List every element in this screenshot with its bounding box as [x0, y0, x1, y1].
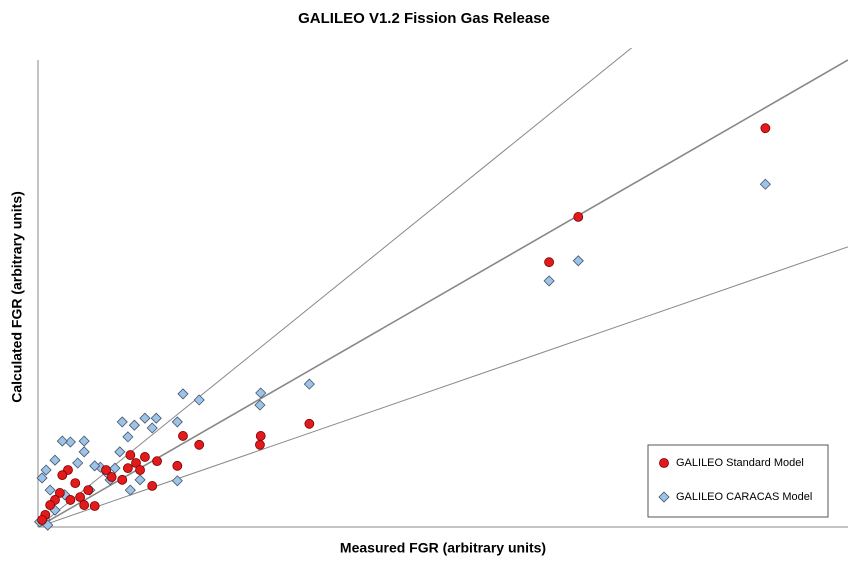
chart-title: GALILEO V1.2 Fission Gas Release — [298, 10, 550, 27]
circle-marker — [89, 501, 100, 511]
diamond-marker — [171, 416, 183, 428]
diamond-marker — [124, 484, 136, 496]
circle-marker — [37, 515, 47, 525]
legend-marker — [659, 458, 669, 468]
circle-marker — [573, 212, 584, 222]
diamond-marker — [193, 394, 205, 406]
circle-marker — [117, 474, 128, 485]
circle-marker — [304, 418, 315, 429]
diamond-marker — [759, 178, 771, 190]
diamond-marker — [254, 399, 266, 411]
diamond-marker — [134, 474, 146, 486]
circle-marker — [83, 485, 94, 496]
diamond-marker — [49, 454, 61, 466]
diamond-marker — [109, 462, 121, 474]
circle-marker — [65, 495, 76, 505]
diamond-marker — [36, 472, 48, 484]
diamond-marker — [303, 378, 315, 390]
circle-marker — [255, 431, 266, 441]
diamond-marker — [78, 435, 90, 447]
diamond-marker — [89, 460, 101, 472]
diamond-marker — [40, 464, 52, 476]
legend-label: GALILEO CARACAS Model — [676, 491, 812, 503]
x-axis-label: Measured FGR (arbitrary units) — [340, 540, 546, 556]
diamond-marker — [255, 387, 267, 399]
diamond-marker — [177, 388, 189, 400]
legend-box — [647, 444, 829, 518]
circle-marker — [75, 492, 86, 503]
circle-marker — [123, 463, 133, 474]
reference-line — [38, 48, 633, 527]
diamond-marker — [78, 446, 90, 458]
diamond-marker — [139, 412, 151, 424]
diamond-marker — [122, 431, 134, 443]
circle-marker — [54, 488, 65, 498]
legend-marker — [658, 491, 670, 503]
circle-marker — [70, 478, 81, 489]
diamond-marker — [114, 446, 126, 458]
circle-marker — [101, 465, 111, 475]
diamond-marker — [128, 419, 140, 431]
circle-marker — [57, 470, 68, 481]
circle-marker — [140, 452, 150, 462]
circle-marker — [45, 500, 56, 510]
circle-marker — [147, 481, 158, 491]
diamond-marker — [171, 475, 183, 487]
reference-line — [38, 59, 848, 527]
diamond-marker — [150, 412, 162, 424]
y-axis-label: Calculated FGR (arbitrary units) — [9, 191, 25, 403]
diamond-marker — [56, 435, 68, 447]
diamond-marker — [543, 275, 555, 287]
diamond-marker — [116, 416, 128, 428]
circle-marker — [125, 450, 136, 460]
circle-marker — [194, 439, 205, 450]
circle-marker — [106, 472, 117, 482]
circle-marker — [79, 500, 90, 510]
diamond-marker — [146, 422, 158, 434]
circle-marker — [172, 460, 183, 471]
circle-marker — [178, 431, 188, 441]
circle-marker — [544, 257, 555, 268]
circle-marker — [255, 439, 265, 450]
diamond-marker — [572, 255, 584, 267]
circle-marker — [135, 465, 145, 475]
circle-marker — [152, 456, 162, 467]
circle-marker — [760, 123, 771, 134]
legend-label: GALILEO Standard Model — [676, 457, 804, 469]
diamond-marker — [72, 457, 84, 469]
diamond-marker — [44, 484, 56, 496]
